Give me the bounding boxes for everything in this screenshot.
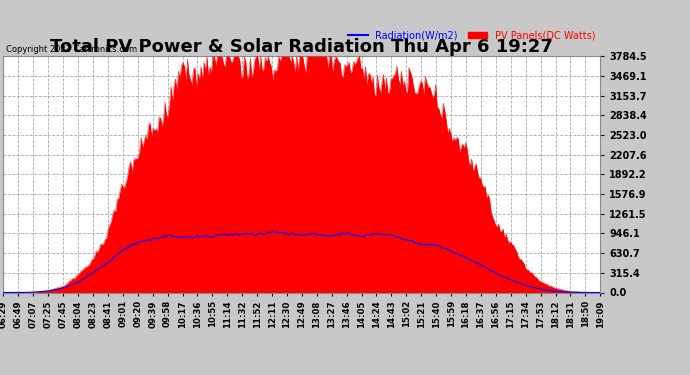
Title: Total PV Power & Solar Radiation Thu Apr 6 19:27: Total PV Power & Solar Radiation Thu Apr… — [50, 38, 553, 56]
Legend: Radiation(W/m2), PV Panels(DC Watts): Radiation(W/m2), PV Panels(DC Watts) — [348, 30, 595, 40]
Text: Copyright 2023 Cartronics.com: Copyright 2023 Cartronics.com — [6, 45, 137, 54]
